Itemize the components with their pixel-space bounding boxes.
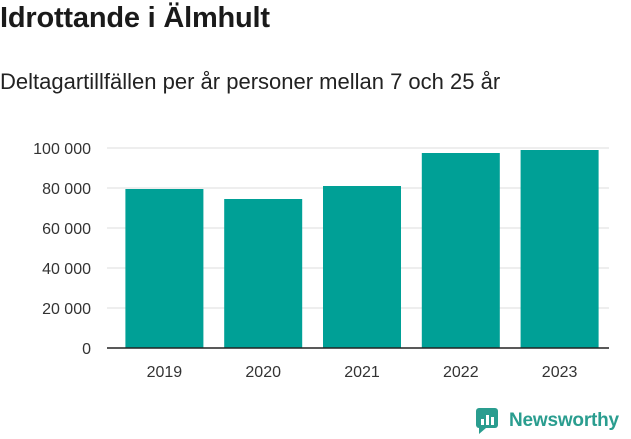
newsworthy-logo-icon	[476, 408, 498, 434]
x-tick-label: 2023	[542, 364, 578, 381]
bar-2022	[421, 153, 500, 348]
y-tick-label: 100 000	[33, 141, 91, 158]
newsworthy-logo-text: Newsworthy	[509, 410, 619, 431]
bar-2023	[520, 150, 599, 348]
chart-subtitle: Deltagartillfällen per år personer mella…	[0, 69, 501, 94]
bar-2021	[323, 186, 401, 348]
y-tick-label: 40 000	[42, 261, 91, 278]
bars	[125, 150, 599, 348]
x-axis-ticks: 2019 2020 2021 2022 2023	[147, 364, 578, 381]
y-tick-label: 0	[82, 341, 91, 358]
bar-2019	[125, 189, 204, 348]
newsworthy-logo: Newsworthy	[476, 408, 619, 434]
y-tick-label: 80 000	[42, 181, 91, 198]
y-axis-ticks: 0 20 000 40 000 60 000 80 000 100 000	[33, 141, 91, 358]
y-tick-label: 60 000	[42, 221, 91, 238]
y-tick-label: 20 000	[42, 301, 91, 318]
bar-2020	[224, 199, 303, 348]
x-tick-label: 2022	[443, 364, 479, 381]
x-tick-label: 2019	[147, 364, 183, 381]
chart-title: Idrottande i Älmhult	[0, 2, 270, 34]
x-tick-label: 2021	[344, 364, 380, 381]
x-tick-label: 2020	[245, 364, 281, 381]
